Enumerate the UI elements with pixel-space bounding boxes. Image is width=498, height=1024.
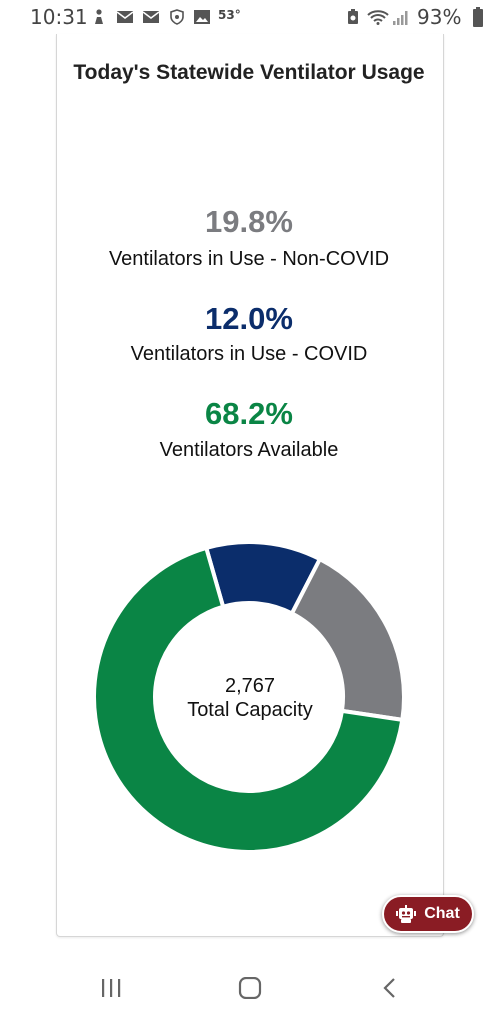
chat-button[interactable]: Chat [382, 895, 474, 933]
robot-icon [396, 905, 417, 923]
total-capacity-value: 2,767 [224, 675, 276, 697]
battery-percent: 93% [417, 5, 462, 29]
status-time: 10:31 [30, 5, 88, 29]
chat-label: Chat [424, 905, 460, 922]
recycle-icon [348, 9, 358, 24]
wifi-icon [367, 10, 389, 25]
stat-label-covid: Ventilators in Use - COVID [130, 343, 368, 365]
status-bar: 10:31 53° 93% [0, 0, 498, 34]
ventilator-donut-chart [92, 540, 406, 854]
mail-icon [142, 11, 160, 23]
image-icon [194, 10, 210, 24]
back-icon[interactable] [376, 977, 404, 999]
mail-icon [116, 11, 134, 23]
person-icon [95, 9, 103, 24]
stat-value-covid: 12.0% [205, 301, 293, 336]
donut-center-label: 2,767 Total Capacity [150, 674, 350, 722]
recent-apps-icon[interactable] [97, 977, 125, 999]
stat-label-non-covid: Ventilators in Use - Non-COVID [108, 248, 390, 270]
battery-icon [473, 7, 483, 27]
system-navigation-bar [0, 950, 498, 1024]
signal-icon [393, 11, 408, 25]
stat-value-non-covid: 19.8% [205, 204, 293, 239]
total-capacity-label: Total Capacity [187, 699, 313, 721]
donut-slice-available[interactable] [92, 545, 405, 854]
stat-value-available: 68.2% [205, 396, 293, 431]
home-icon[interactable] [236, 977, 264, 999]
card-title: Today's Statewide Ventilator Usage [73, 61, 425, 84]
shield-icon [170, 9, 184, 25]
status-temperature: 53° [218, 8, 241, 22]
stat-label-available: Ventilators Available [159, 439, 339, 461]
